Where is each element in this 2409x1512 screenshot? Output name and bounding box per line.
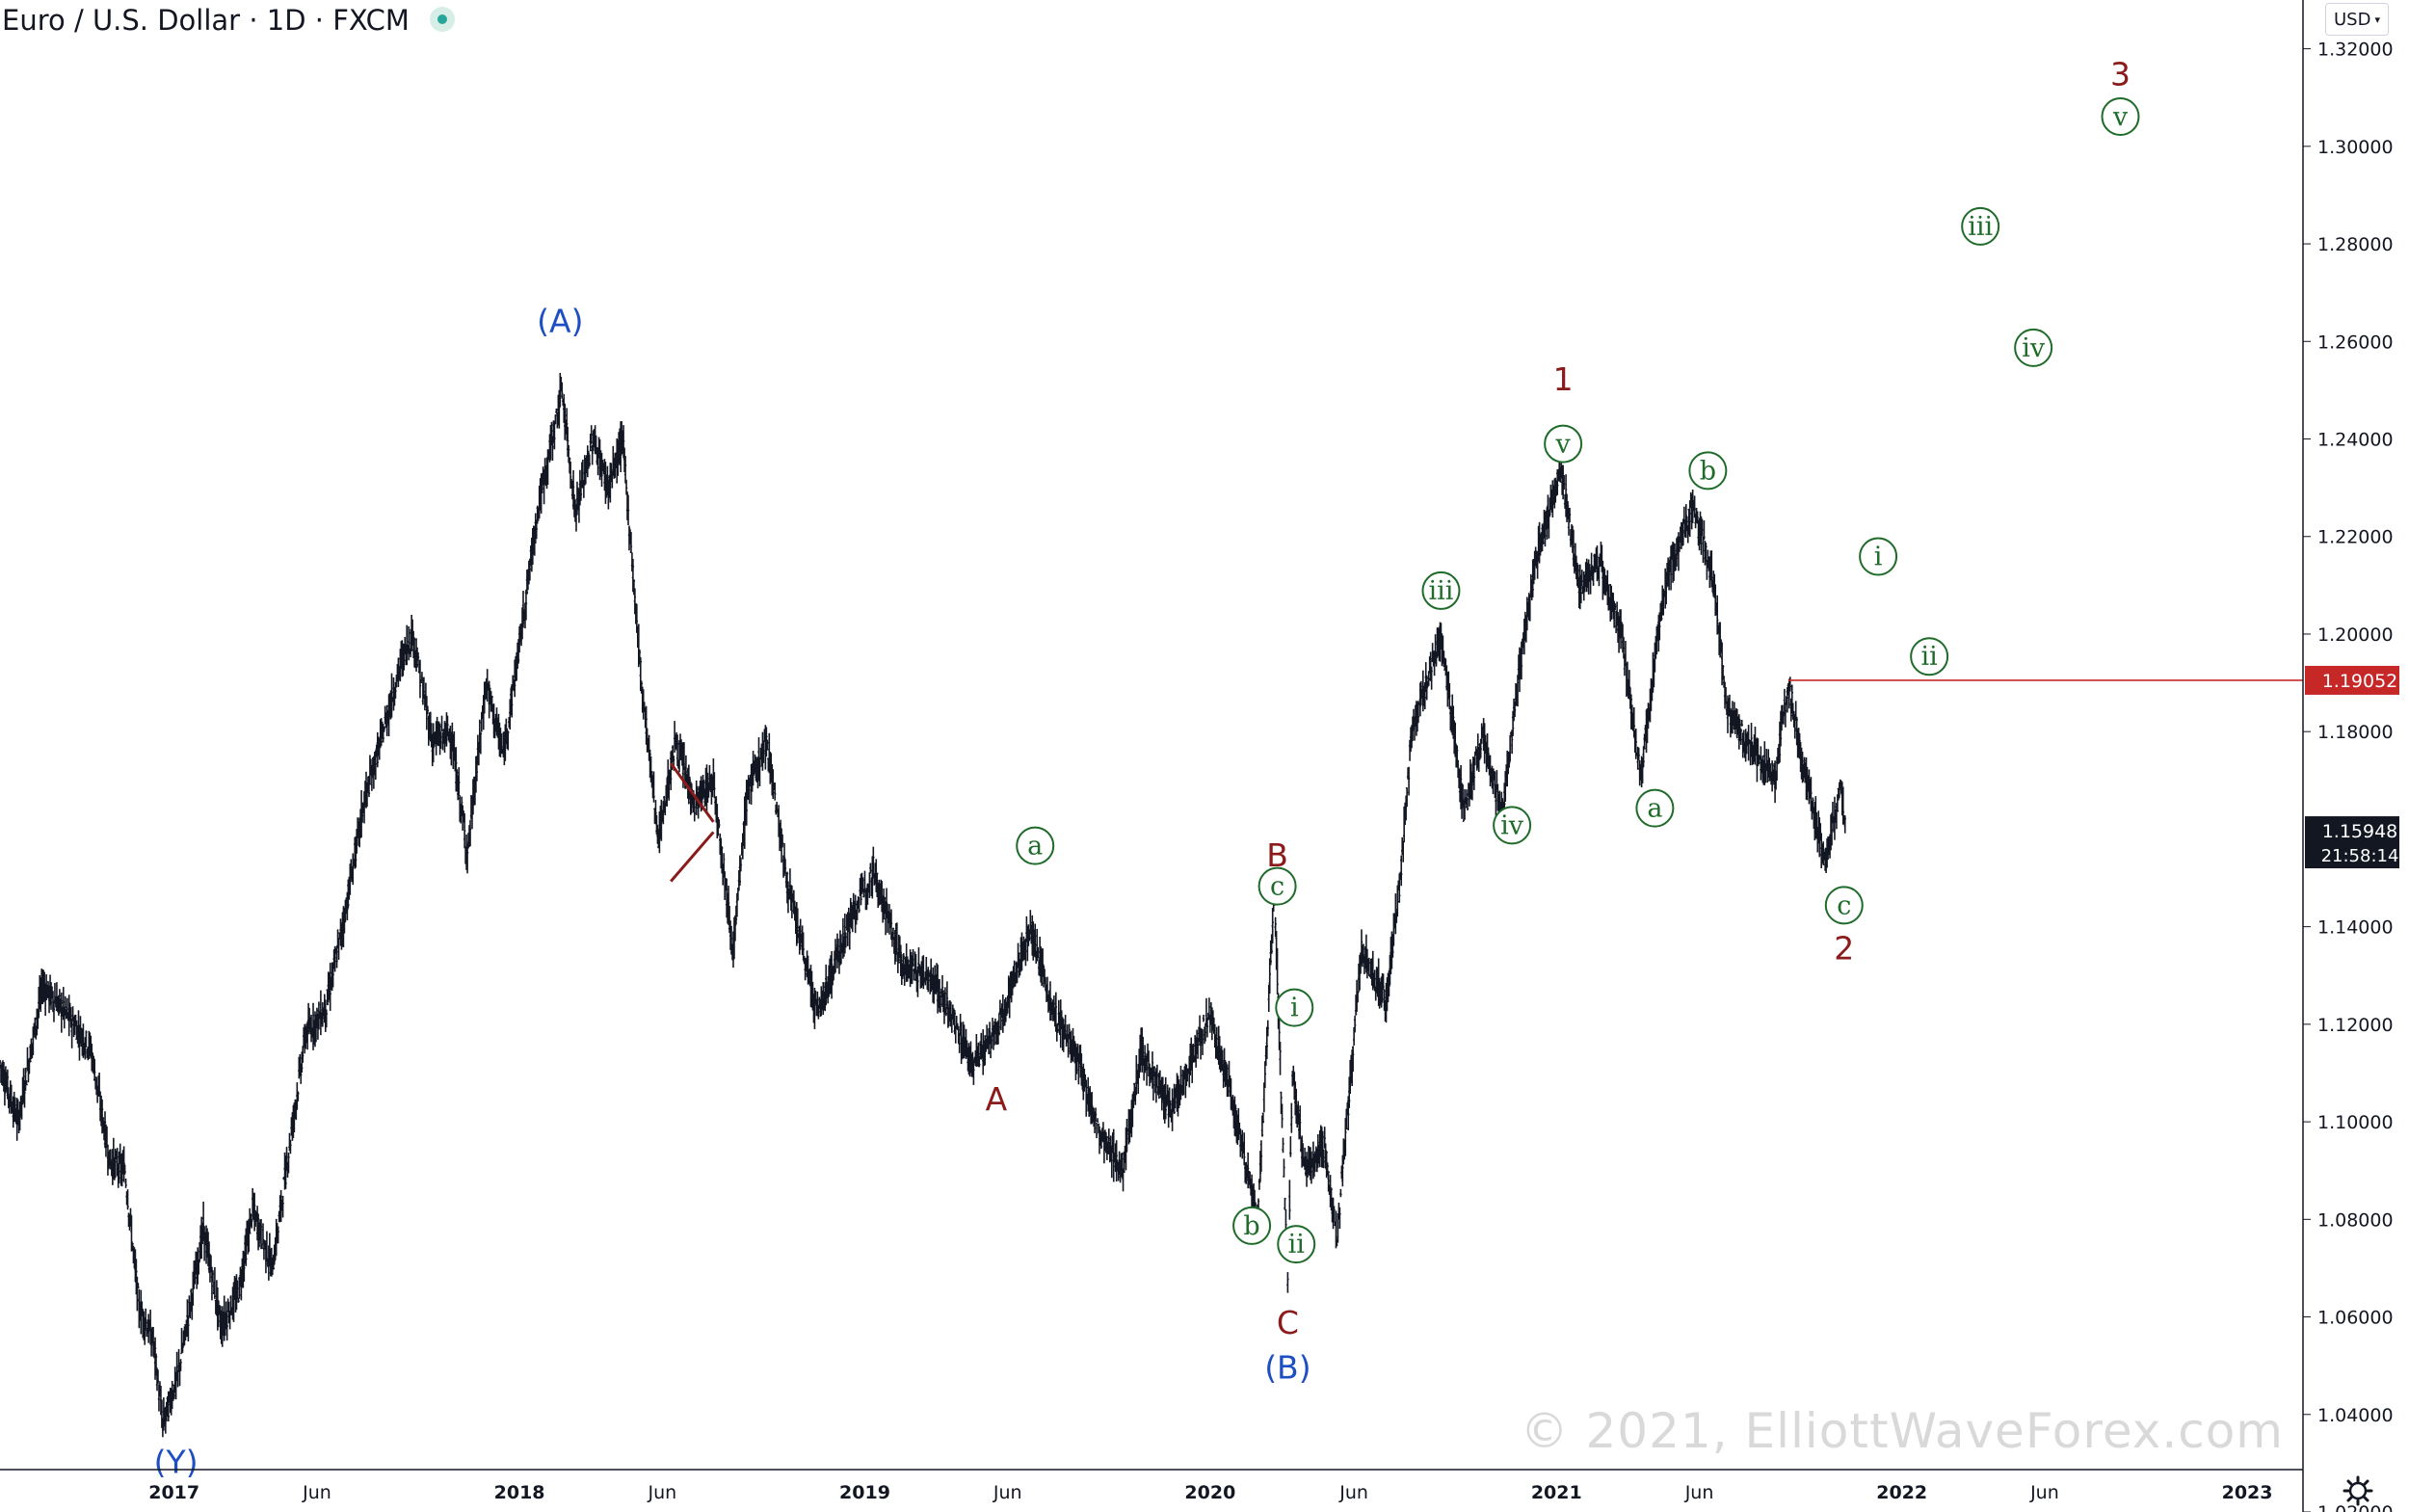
candlestick-series xyxy=(0,372,1846,1438)
